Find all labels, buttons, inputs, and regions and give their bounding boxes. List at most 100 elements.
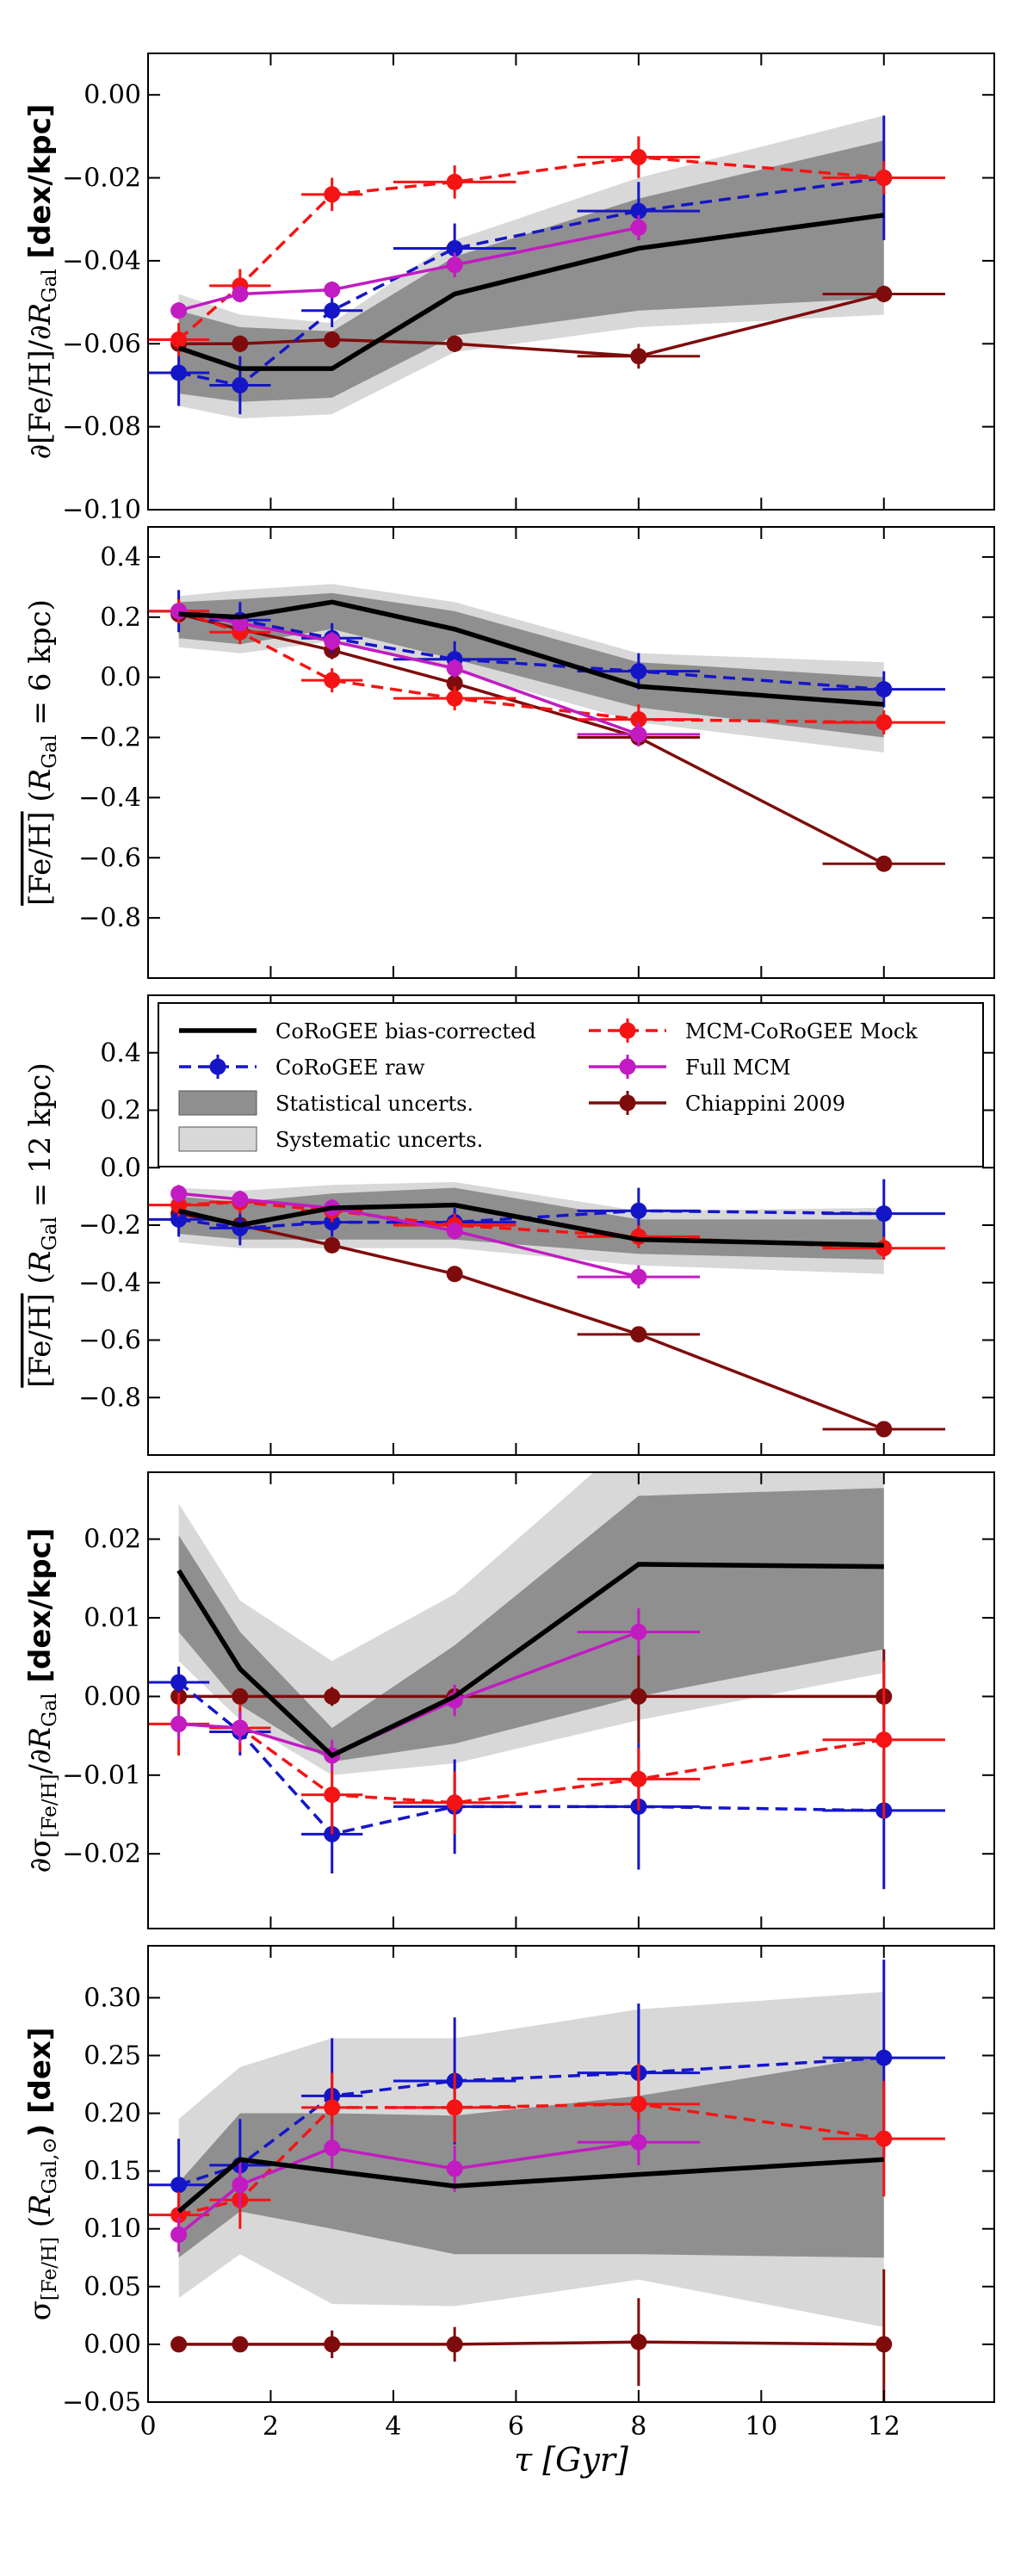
mcm-point xyxy=(170,2226,188,2243)
chiappini-point xyxy=(630,1687,647,1705)
y-tick-label: −0.6 xyxy=(78,1326,141,1356)
raw-point xyxy=(630,202,647,220)
legend-swatch-marker xyxy=(619,1094,636,1112)
mock-line xyxy=(178,1722,885,1805)
y-tick-label: −0.2 xyxy=(78,723,141,753)
y-tick-label: −0.8 xyxy=(78,1383,141,1413)
mock-point xyxy=(446,173,463,190)
raw-line xyxy=(177,1681,884,1836)
y-tick-label: 0.00 xyxy=(84,2330,141,2360)
y-tick-label: 0.10 xyxy=(84,2214,141,2245)
legend-entry-mcm: Full MCM xyxy=(589,1055,791,1080)
y-tick-label: −0.04 xyxy=(62,246,141,276)
chiappini-point xyxy=(324,331,341,348)
legend-swatch-marker xyxy=(619,1058,636,1075)
y-tick-label: −0.4 xyxy=(78,1268,141,1298)
chiappini-point xyxy=(630,1326,647,1343)
mcm-point xyxy=(232,285,249,302)
mcm-point xyxy=(630,219,647,236)
legend-entry-corrected: CoRoGEE bias-corrected xyxy=(179,1019,536,1043)
panel-3: −0.8 −0.6 −0.4 −0.2 0.0 0.2 0.4 [Fe/H] (RGal = … xyxy=(23,994,995,1456)
chiappini-point xyxy=(446,335,463,352)
y-tick-label: 0.0 xyxy=(100,1153,141,1183)
statistical-band xyxy=(178,592,884,738)
y-tick-label: −0.02 xyxy=(62,1839,141,1869)
raw-line xyxy=(178,176,885,387)
y-tick-label: −0.8 xyxy=(78,903,141,933)
legend-swatch-marker xyxy=(619,1022,636,1039)
statistical-band xyxy=(178,140,884,402)
mcm-point xyxy=(232,2177,249,2194)
y-tick-label: −0.6 xyxy=(78,843,141,873)
chiappini-point xyxy=(875,2336,893,2353)
y-tick-label: 0.0 xyxy=(100,663,141,693)
mcm-point xyxy=(170,302,188,319)
legend-entry-stat: Statistical uncerts. xyxy=(178,1090,473,1116)
chiappini-point xyxy=(875,285,893,302)
y-tick-label: 0.00 xyxy=(84,1681,141,1712)
panel-4: −0.02 −0.01 0.00 0.01 0.02 ∂σ[Fe/H]/∂RGal [de… xyxy=(23,1471,995,1929)
x-tick-label: 8 xyxy=(630,2412,646,2442)
x-tick-label: 0 xyxy=(139,2412,156,2442)
mock-point xyxy=(875,1731,893,1749)
y-tick-label: 0.2 xyxy=(100,603,141,633)
y-tick-label: −0.08 xyxy=(62,412,141,443)
mcm-point xyxy=(446,659,463,677)
legend-swatch xyxy=(178,1090,257,1116)
chiappini-point xyxy=(232,2336,249,2353)
legend-label: CoRoGEE bias-corrected xyxy=(275,1019,536,1043)
mock-point xyxy=(875,2130,893,2147)
raw-point xyxy=(170,1211,188,1228)
x-tick-label: 10 xyxy=(745,2412,777,2442)
y-tick-label: 0.05 xyxy=(84,2272,141,2302)
legend-label: Systematic uncerts. xyxy=(275,1128,483,1152)
chiappini-point xyxy=(446,2336,463,2353)
legend: CoRoGEE bias-corrected CoRoGEE raw Statist… xyxy=(158,1002,984,1167)
x-tick-label: 12 xyxy=(868,2412,900,2442)
chiappini-line xyxy=(178,292,885,358)
mock-point xyxy=(170,1197,188,1214)
y-axis-label: ∂σ[Fe/H]/∂RGal [dex/kpc] xyxy=(23,1528,61,1873)
chiappini-point xyxy=(324,1687,341,1705)
mock-point xyxy=(324,1786,341,1804)
raw-point xyxy=(170,2177,188,2194)
mock-point xyxy=(630,2096,647,2113)
y-tick-label: −0.02 xyxy=(62,164,141,194)
legend-entry-mock: MCM-CoRoGEE Mock xyxy=(589,1019,918,1043)
y-axis-label: [Fe/H] (RGal = 12 kpc) xyxy=(23,1062,61,1388)
panel-5: −0.05 0.00 0.05 0.10 0.15 0.20 0.25 0.30 0 2 4 6 8 10… xyxy=(23,1945,995,2442)
mcm-point xyxy=(324,2139,341,2157)
y-axis-label: ∂[Fe/H]/∂RGal [dex/kpc] xyxy=(23,104,61,460)
mcm-point xyxy=(170,1715,188,1732)
panel-2: −0.8 −0.6 −0.4 −0.2 0.0 0.2 0.4 [Fe/H] (RGal = … xyxy=(23,526,995,979)
mcm-point xyxy=(324,633,341,650)
y-tick-label: 0.20 xyxy=(84,2099,141,2129)
mcm-point xyxy=(170,603,188,620)
chiappini-point xyxy=(630,2333,647,2350)
mcm-point xyxy=(630,2133,647,2151)
mock-point xyxy=(630,1770,647,1787)
mock-point xyxy=(446,2099,463,2116)
legend-swatch xyxy=(178,1126,257,1152)
mock-point xyxy=(324,2099,341,2116)
mcm-point xyxy=(630,1624,647,1640)
mcm-point xyxy=(446,1223,463,1240)
chiappini-point xyxy=(324,2336,341,2353)
plot-area xyxy=(148,1960,946,2402)
panel-frame xyxy=(147,526,995,979)
mock-line xyxy=(177,155,884,341)
legend-label: Statistical uncerts. xyxy=(275,1092,473,1116)
chiappini-point xyxy=(630,348,647,365)
raw-point xyxy=(170,364,188,381)
mcm-point xyxy=(446,257,463,274)
x-tick-label: 4 xyxy=(385,2412,401,2442)
y-tick-label: 0.30 xyxy=(84,1983,141,2013)
legend-label: Chiappini 2009 xyxy=(685,1092,845,1116)
mock-point xyxy=(630,711,647,728)
chiappini-point xyxy=(875,855,893,872)
mcm-point xyxy=(446,2160,463,2177)
mcm-point xyxy=(630,1268,647,1285)
legend-entry-sys: Systematic uncerts. xyxy=(178,1126,483,1152)
raw-point xyxy=(875,2049,893,2066)
